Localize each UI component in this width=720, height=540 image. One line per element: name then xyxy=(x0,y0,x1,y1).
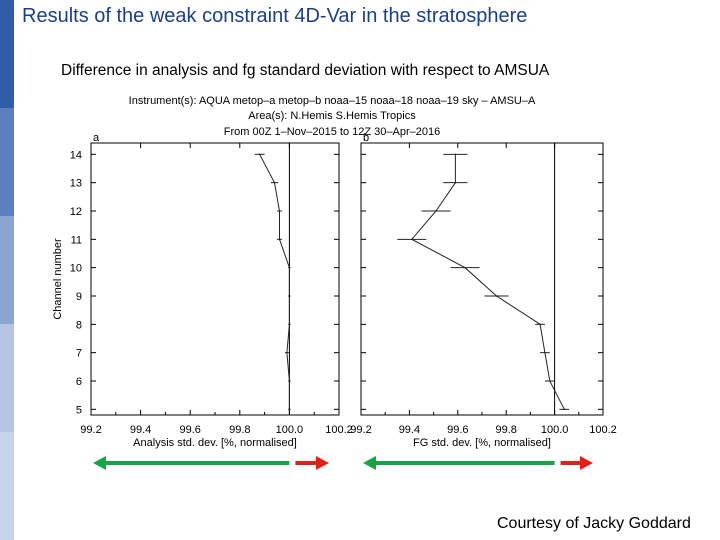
red-arrow-head xyxy=(316,456,329,470)
sidebar-block-2 xyxy=(0,108,14,216)
x-tick-label: 100.0 xyxy=(276,424,304,436)
sidebar-block-5 xyxy=(0,432,14,540)
slide-title: Results of the weak constraint 4D-Var in… xyxy=(22,5,528,27)
data-point xyxy=(544,351,546,354)
x-tick-label: 99.2 xyxy=(80,424,101,436)
data-point xyxy=(258,153,261,156)
x-tick-label: 99.4 xyxy=(130,424,151,436)
y-tick-label: 10 xyxy=(70,263,82,275)
data-point xyxy=(548,380,551,382)
data-point xyxy=(288,266,291,269)
red-arrow-head xyxy=(580,456,593,470)
green-arrow-head xyxy=(363,456,376,470)
x-tick-label: 99.6 xyxy=(447,424,468,436)
data-point xyxy=(454,181,457,184)
x-tick-label: 100.0 xyxy=(541,424,569,436)
header-line-2: Area(s): N.Hemis S.Hemis Tropics xyxy=(248,110,416,122)
data-point xyxy=(286,351,288,354)
x-tick-label: 99.8 xyxy=(495,424,516,436)
x-tick-label: 99.6 xyxy=(179,424,200,436)
data-point xyxy=(411,238,413,241)
data-point xyxy=(563,408,566,411)
panel-fg: b 99.2 99.4 99.6 99.8 100.0 100.2 FG std. dev. … xyxy=(350,132,616,449)
series-line xyxy=(259,154,290,410)
y-tick-label: 12 xyxy=(70,206,82,218)
x-tick-label: 99.2 xyxy=(350,424,371,436)
data-point xyxy=(435,210,437,212)
data-point xyxy=(278,238,281,241)
data-point xyxy=(288,323,291,326)
y-axis-label: Channel number xyxy=(52,238,64,320)
sidebar-block-3 xyxy=(0,216,14,324)
data-point xyxy=(288,408,291,411)
data-point xyxy=(495,295,498,297)
x-tick-label: 100.2 xyxy=(589,424,617,436)
header-line-1: Instrument(s): AQUA metop–a metop–b noaa… xyxy=(129,95,536,107)
arrow-group xyxy=(93,456,593,470)
panel-analysis: a 99.2 99.4 99.6 99.8 100.0 100.2 5 6 7 8 9 10 11 12 13… xyxy=(52,132,353,449)
sidebar-block-1 xyxy=(0,0,14,108)
plot-frame xyxy=(90,142,340,416)
x-axis-label: FG std. dev. [%, normalised] xyxy=(413,437,551,449)
sidebar-block-4 xyxy=(0,324,14,432)
y-tick-label: 8 xyxy=(76,319,82,331)
data-point xyxy=(278,210,281,212)
series-line xyxy=(411,154,565,410)
sidebar-stripe xyxy=(0,0,14,540)
data-point xyxy=(464,266,466,269)
y-tick-label: 14 xyxy=(70,149,82,161)
data-point xyxy=(539,323,541,326)
data-point xyxy=(288,295,291,297)
data-point xyxy=(454,153,457,156)
data-point xyxy=(273,181,276,184)
credit-text: Courtesy of Jacky Goddard xyxy=(497,515,691,532)
y-tick-label: 7 xyxy=(76,348,82,360)
panel-label: a xyxy=(93,132,100,144)
slide-subtitle: Difference in analysis and fg standard d… xyxy=(61,62,550,79)
header-line-3: From 00Z 1–Nov–2015 to 12Z 30–Apr–2016 xyxy=(224,126,440,138)
y-tick-label: 13 xyxy=(70,178,82,190)
x-axis-label: Analysis std. dev. [%, normalised] xyxy=(133,437,297,449)
x-tick-label: 99.4 xyxy=(399,424,420,436)
x-tick-label: 100.2 xyxy=(325,424,353,436)
chart-header: Instrument(s): AQUA metop–a metop–b noaa… xyxy=(129,95,536,138)
plot-frame xyxy=(360,142,604,416)
y-tick-label: 9 xyxy=(76,291,82,303)
data-point xyxy=(288,380,291,382)
panel-label: b xyxy=(363,132,369,144)
green-arrow-head xyxy=(93,456,106,470)
x-tick-label: 99.8 xyxy=(229,424,250,436)
y-tick-label: 11 xyxy=(71,234,82,246)
y-tick-label: 6 xyxy=(76,376,82,388)
y-tick-label: 5 xyxy=(76,404,82,416)
